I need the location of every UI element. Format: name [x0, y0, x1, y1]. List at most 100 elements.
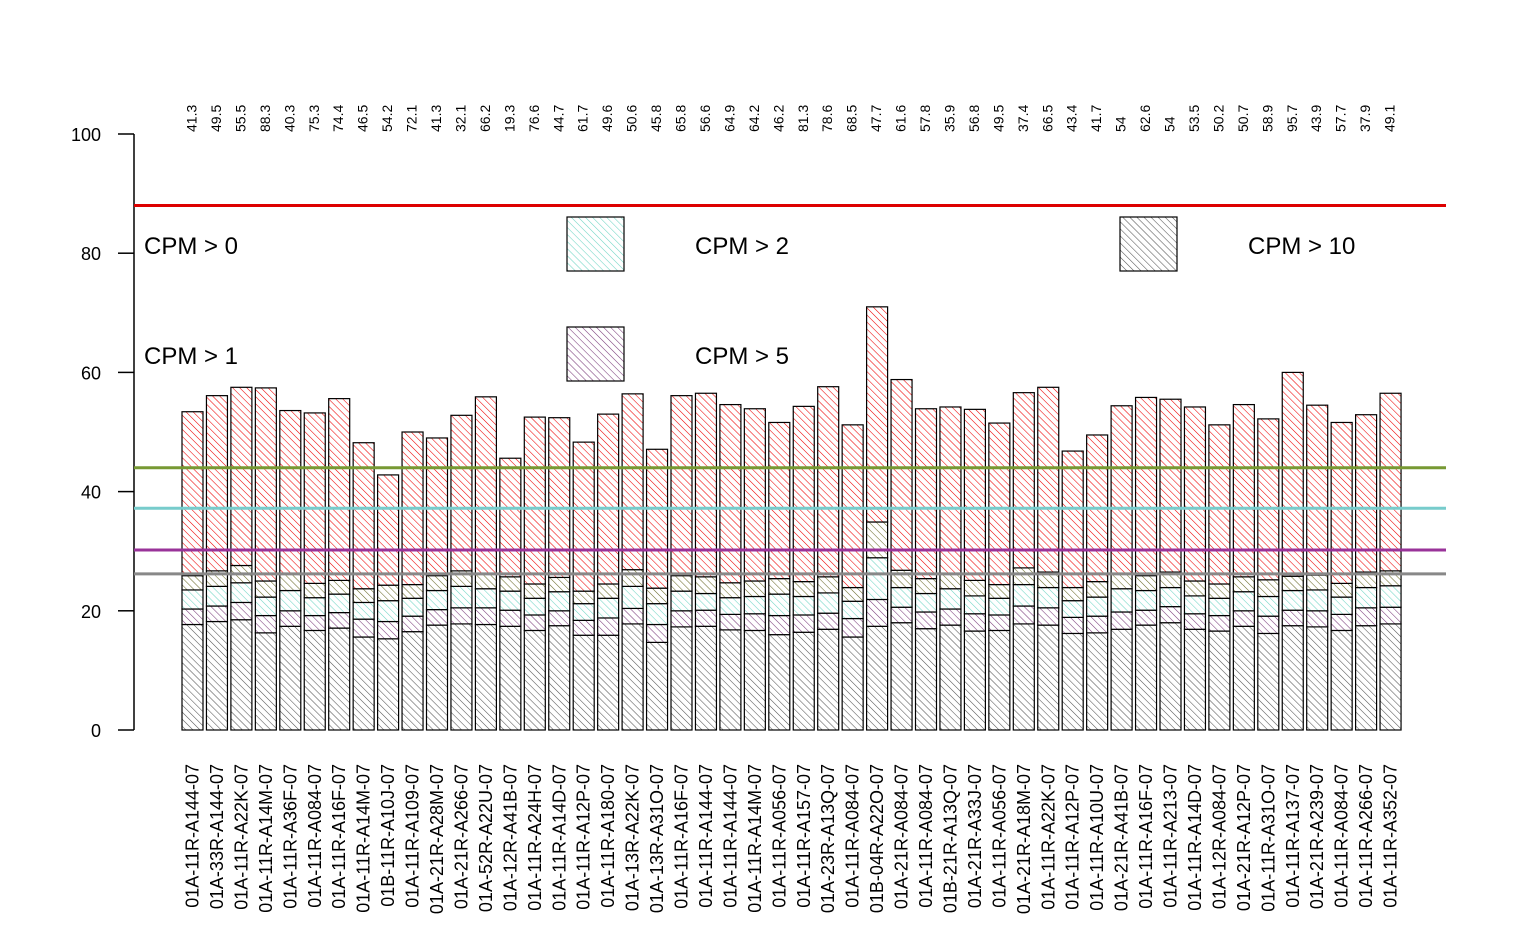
bar-segment-cpm-5	[865, 598, 889, 627]
bar-segment-cpm-2	[523, 597, 546, 616]
x-tick-label: 01A-11R-A16F-07	[329, 764, 349, 909]
x-tick-label: 01A-11R-A12P-07	[1063, 764, 1083, 910]
top-value-label: 50.2	[1210, 105, 1226, 132]
bar-segment-cpm-1	[352, 588, 375, 604]
y-tick-label: 20	[81, 602, 101, 622]
bar-segment-cpm-1	[621, 569, 644, 587]
bar-segment-cpm-1	[1061, 586, 1084, 602]
bar-segment-cpm-0	[1379, 392, 1402, 572]
bar-segment-cpm-1	[694, 576, 718, 595]
x-tick-label: 01A-11R-A12P-07	[574, 764, 594, 910]
x-tick-label: 01A-11R-A144-07	[720, 764, 740, 908]
bar-segment-cpm-2	[352, 601, 375, 620]
bar-segment-cpm-0	[914, 408, 938, 580]
top-value-label: 64.9	[721, 105, 737, 132]
top-value-label: 66.5	[1039, 105, 1055, 132]
bar-segment-cpm-1	[499, 576, 522, 592]
bar-segment-cpm-2	[572, 603, 595, 621]
bar-segment-cpm-5	[1354, 607, 1378, 627]
bar-segment-cpm-10	[988, 629, 1011, 731]
bar-segment-cpm-2	[1134, 589, 1158, 611]
top-value-label: 61.6	[893, 105, 909, 132]
x-tick-label: 01A-11R-A084-07	[305, 764, 325, 908]
bar-segment-cpm-1	[1257, 579, 1280, 598]
bar-segment-cpm-10	[694, 625, 718, 731]
x-tick-label: 01A-11R-A16F-07	[1136, 764, 1156, 909]
bar-segment-cpm-2	[230, 582, 253, 604]
bar-segment-cpm-0	[254, 387, 277, 582]
bar-segment-cpm-2	[792, 595, 815, 616]
bar-segment-cpm-2	[1110, 588, 1133, 613]
bar-segment-cpm-10	[303, 629, 326, 731]
bar-segment-cpm-2	[694, 592, 718, 611]
bar-segment-cpm-10	[1037, 624, 1060, 731]
bar-segment-cpm-5	[1232, 610, 1255, 627]
bar-segment-cpm-1	[939, 572, 962, 590]
bar-segment-cpm-10	[890, 622, 913, 731]
bar-segment-cpm-1	[719, 582, 742, 599]
bar-segment-cpm-1	[328, 579, 351, 595]
x-tick-label: 01B-21R-A13Q-07	[940, 764, 960, 913]
bar-segment-cpm-5	[352, 618, 375, 638]
bar-segment-cpm-0	[1183, 406, 1207, 582]
bar-segment-cpm-5	[377, 620, 400, 640]
legend-swatch	[566, 326, 625, 382]
legend: CPM > 0 CPM > 2 CPM > 10 CPM > 1 CPM > 5	[144, 216, 1355, 382]
bar-segment-cpm-0	[352, 442, 375, 590]
bar-segment-cpm-5	[792, 614, 815, 633]
bar-segment-cpm-0	[743, 408, 766, 582]
bar-segment-cpm-5	[303, 614, 326, 632]
bar-segment-cpm-2	[1061, 600, 1084, 618]
bar-segment-cpm-0	[548, 417, 571, 579]
bar-segment-cpm-10	[1208, 630, 1231, 731]
bar-segment-cpm-5	[523, 614, 546, 632]
x-tick-label: 01A-11R-A144-07	[696, 764, 716, 908]
bar-segment-cpm-1	[1086, 580, 1109, 598]
bar-segment-cpm-5	[988, 614, 1011, 632]
bar-segment-cpm-0	[1281, 371, 1304, 577]
x-tick-label: 01A-11R-A24H-07	[525, 764, 545, 911]
bar-segment-cpm-5	[597, 617, 620, 636]
bar-segment-cpm-1	[303, 582, 326, 599]
bar-segment-cpm-10	[499, 625, 522, 731]
bar-segment-cpm-5	[817, 612, 840, 630]
bar-segment-cpm-2	[303, 597, 326, 617]
bar-segment-cpm-0	[523, 416, 546, 585]
x-tick-label: 01A-11R-A14D-07	[1185, 764, 1205, 911]
bar-segment-cpm-10	[817, 628, 840, 731]
bar-segment-cpm-5	[328, 611, 351, 629]
bar-segment-cpm-2	[817, 592, 840, 614]
top-value-label: 95.7	[1284, 105, 1300, 132]
x-tick-label: 01B-11R-A10J-07	[378, 764, 398, 907]
bar-segment-cpm-10	[1183, 628, 1207, 731]
x-tick-label: 01A-52R-A22U-07	[476, 764, 496, 912]
top-value-label: 81.3	[795, 105, 811, 132]
bar-segment-cpm-2	[1037, 586, 1060, 609]
top-value-label: 32.1	[452, 105, 468, 132]
bar-segment-cpm-10	[1379, 623, 1402, 731]
top-value-label: 54	[1162, 116, 1178, 132]
bar-segment-cpm-10	[963, 630, 987, 731]
bar-segment-cpm-2	[401, 597, 424, 617]
bar-segment-cpm-2	[205, 585, 229, 607]
top-value-label: 58.9	[1259, 105, 1275, 132]
bar-segment-cpm-1	[792, 580, 815, 598]
bar-segment-cpm-0	[645, 448, 669, 589]
bar-segment-cpm-10	[865, 625, 889, 731]
bar-segment-cpm-2	[1232, 591, 1255, 612]
bar-segment-cpm-2	[181, 589, 204, 610]
bar-segment-cpm-1	[865, 521, 889, 559]
top-value-label: 49.5	[208, 105, 224, 132]
top-value-label: 41.3	[428, 105, 444, 132]
bar-segment-cpm-10	[1134, 624, 1158, 731]
bar-segment-cpm-10	[719, 629, 742, 731]
x-tick-label: 01A-21R-A084-07	[892, 764, 912, 909]
legend-label: CPM > 0	[144, 233, 238, 260]
top-value-label: 75.3	[306, 105, 322, 132]
x-tick-label: 01A-11R-A056-07	[989, 764, 1009, 908]
bar-segment-cpm-2	[963, 595, 987, 615]
bar-segment-cpm-10	[1306, 626, 1329, 731]
bar-segment-cpm-5	[425, 609, 449, 626]
bar-segment-cpm-1	[988, 583, 1011, 599]
bar-segment-cpm-0	[1061, 450, 1084, 589]
